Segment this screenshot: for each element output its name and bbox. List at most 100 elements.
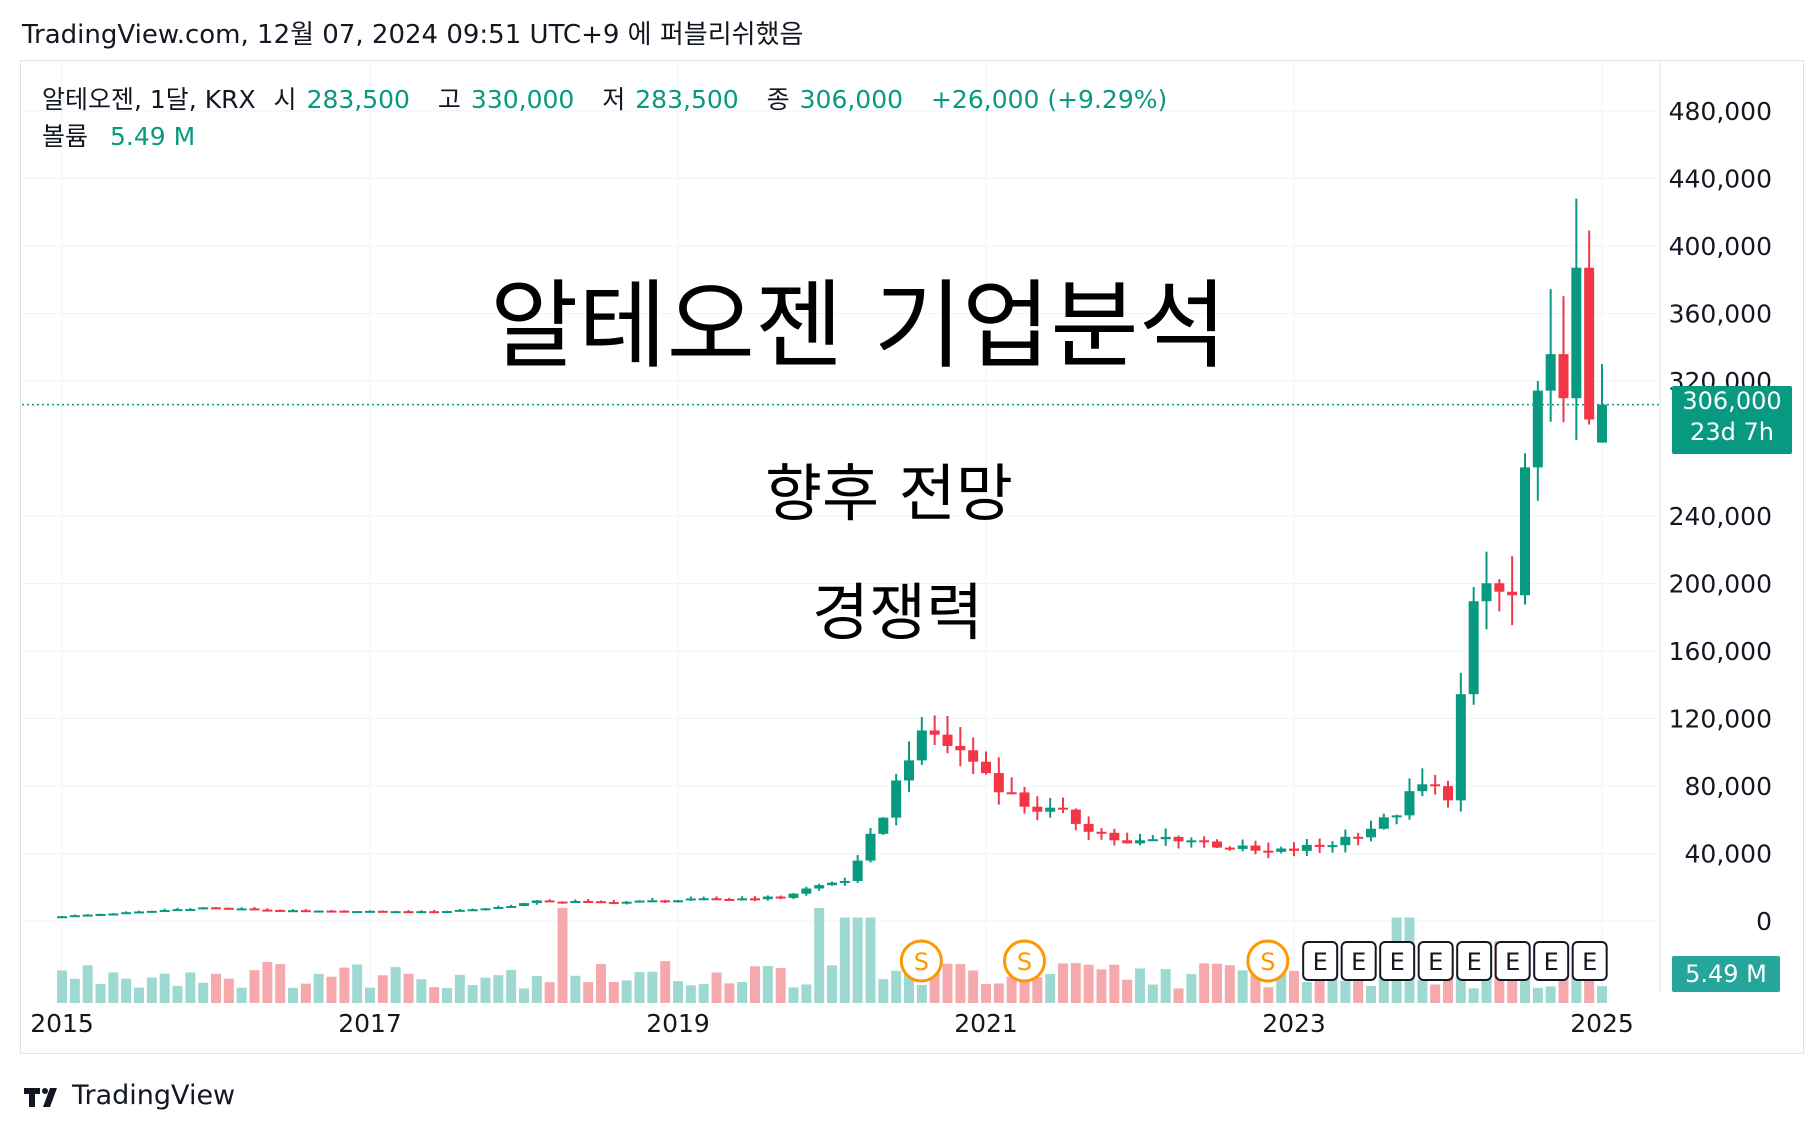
volume-bar xyxy=(275,964,286,1003)
candle-body xyxy=(1237,845,1248,849)
candle-body xyxy=(1520,467,1530,596)
candle-body xyxy=(839,881,850,884)
volume-bar xyxy=(134,987,144,1003)
split-marker[interactable] xyxy=(899,939,943,983)
candle-body xyxy=(1160,836,1171,840)
volume-bar xyxy=(801,984,812,1003)
candle-body xyxy=(1186,840,1197,843)
candle-body xyxy=(249,908,260,911)
candle-body xyxy=(1147,839,1158,842)
earnings-marker-label[interactable]: E xyxy=(1313,948,1328,976)
x-tick-label: 2017 xyxy=(338,1009,402,1038)
y-tick-label: 360,000 xyxy=(1669,300,1772,329)
split-marker-label[interactable]: S xyxy=(1260,948,1275,976)
volume-bar xyxy=(596,964,606,1003)
candle-body xyxy=(634,900,645,903)
candle-body xyxy=(942,734,953,746)
candle-body xyxy=(929,730,940,735)
close-value: 306,000 xyxy=(799,85,904,114)
volume-bar xyxy=(352,964,363,1003)
candle-body xyxy=(1558,354,1569,399)
candle-body xyxy=(1404,791,1415,816)
volume-bar xyxy=(480,977,491,1003)
candle-body xyxy=(570,901,581,904)
volume-bar xyxy=(1212,963,1222,1003)
candle-body xyxy=(403,911,414,914)
earnings-marker[interactable] xyxy=(1340,941,1377,981)
candle-body xyxy=(1250,845,1261,851)
earnings-marker-label[interactable]: E xyxy=(1505,948,1520,976)
candle-body xyxy=(878,817,889,834)
candle-body xyxy=(121,912,132,915)
volume-bar xyxy=(775,967,786,1003)
x-tick-label: 2025 xyxy=(1570,1009,1634,1038)
earnings-marker[interactable] xyxy=(1571,941,1608,981)
y-tick-label: 400,000 xyxy=(1669,232,1772,261)
earnings-marker[interactable] xyxy=(1379,941,1416,981)
tradingview-brand[interactable]: TradingView xyxy=(22,1080,235,1111)
candle-body xyxy=(1430,784,1441,787)
earnings-marker[interactable] xyxy=(1456,941,1493,981)
chart-frame[interactable] xyxy=(20,60,1804,1054)
earnings-marker-label[interactable]: E xyxy=(1428,948,1443,976)
volume-bar xyxy=(185,972,196,1003)
earnings-marker-label[interactable]: E xyxy=(1467,948,1482,976)
candle-body xyxy=(1135,840,1145,844)
volume-bar xyxy=(1558,967,1569,1003)
earnings-marker-label[interactable]: E xyxy=(1582,948,1597,976)
candle-body xyxy=(1301,844,1312,851)
candle-body xyxy=(544,900,555,903)
candle-body xyxy=(993,773,1004,793)
earnings-marker-label[interactable]: E xyxy=(1390,948,1405,976)
x-tick-label: 2019 xyxy=(646,1009,710,1038)
earnings-marker[interactable] xyxy=(1302,941,1339,981)
candle-body xyxy=(300,910,311,913)
candle-body xyxy=(275,909,286,912)
volume-bar xyxy=(1250,966,1261,1003)
split-marker-label[interactable]: S xyxy=(914,948,929,976)
high-value: 330,000 xyxy=(470,85,575,114)
volume-bar xyxy=(300,983,311,1003)
candle-body xyxy=(762,896,773,900)
earnings-marker[interactable] xyxy=(1533,941,1570,981)
earnings-marker-label[interactable]: E xyxy=(1351,948,1366,976)
candle-body xyxy=(223,907,234,910)
volume-bar xyxy=(1096,969,1107,1003)
volume-bar xyxy=(1045,973,1056,1003)
candle-body xyxy=(134,911,144,914)
overlay-line2: 경쟁력 xyxy=(812,576,984,649)
volume-bar xyxy=(1301,981,1312,1003)
last-price: 306,000 xyxy=(1682,387,1782,415)
candle-body xyxy=(1597,404,1607,443)
split-marker[interactable] xyxy=(1003,939,1046,983)
symbol-label[interactable]: 알테오젠, 1달, KRX xyxy=(42,85,256,114)
candle-body xyxy=(865,833,876,861)
candle-body xyxy=(467,909,478,912)
candle-body xyxy=(185,909,196,912)
candle-body xyxy=(968,750,979,762)
candle-body xyxy=(159,910,170,913)
overlay-line1: 향후 전망 xyxy=(765,457,1013,530)
volume-bar xyxy=(519,988,529,1003)
candle-body xyxy=(262,909,273,912)
volume-bar xyxy=(1135,968,1145,1003)
candle-body xyxy=(775,896,786,899)
earnings-marker[interactable] xyxy=(1494,941,1531,981)
volume-bar xyxy=(1237,970,1248,1003)
candle-body xyxy=(390,911,401,914)
volume-bar xyxy=(750,966,760,1003)
split-marker-label[interactable]: S xyxy=(1017,948,1032,976)
candle-body xyxy=(1199,840,1210,843)
earnings-marker-label[interactable]: E xyxy=(1544,948,1559,976)
candle-body xyxy=(852,860,863,882)
volume-bar xyxy=(1109,964,1120,1003)
candle-body xyxy=(1494,583,1505,592)
volume-bar xyxy=(1468,988,1479,1003)
volume-bar xyxy=(1340,981,1351,1003)
earnings-marker[interactable] xyxy=(1417,941,1454,981)
candle-body xyxy=(1391,815,1402,818)
candle-body xyxy=(1122,840,1133,844)
split-marker[interactable] xyxy=(1246,939,1290,983)
candle-body xyxy=(531,900,542,904)
